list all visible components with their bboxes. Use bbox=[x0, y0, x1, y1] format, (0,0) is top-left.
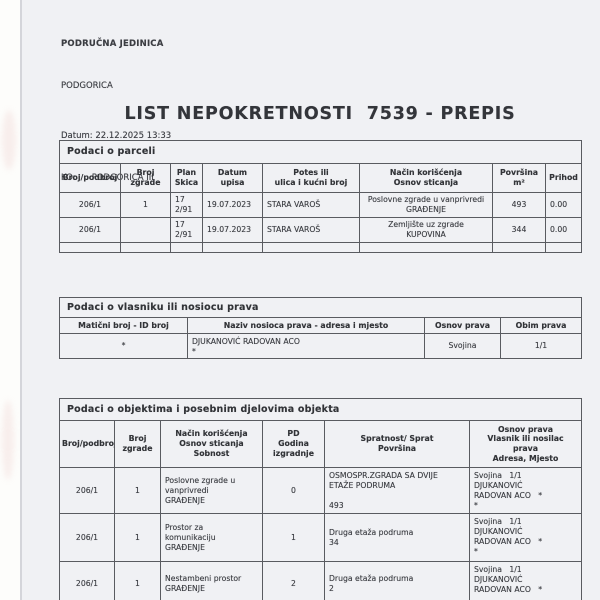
cell-empty bbox=[262, 242, 360, 253]
cell-potes: STARA VAROŠ bbox=[262, 217, 360, 243]
objects-table: Podaci o objektima i posebnim djelovima … bbox=[58, 398, 583, 600]
date-line: Datum: 22.12.2025 13:33 bbox=[61, 131, 172, 141]
cell-broj-podbroj: 206/1 bbox=[59, 192, 121, 218]
parcels-col-nacin-koriscenja: Način korišćenja Osnov sticanja bbox=[359, 163, 493, 193]
cell-maticni-broj: * bbox=[59, 333, 188, 360]
owners-col-obim-prava: Obim prava bbox=[499, 317, 583, 335]
object-row: 206/1 1 Poslovne zgrade u vanprivredi GR… bbox=[59, 467, 583, 514]
objects-col-nacin-koriscenja: Način korišćenja Osnov sticanja Sobnost bbox=[160, 420, 263, 468]
cell-broj-podbroj: 206/1 bbox=[59, 513, 115, 562]
parcels-col-broj-podbroj: Broj/podbroj bbox=[59, 163, 121, 193]
cell-obim-prava: 1/1 bbox=[499, 333, 583, 360]
cell-broj-zgrade bbox=[120, 217, 171, 243]
cell-broj-zgrade: 1 bbox=[114, 467, 161, 514]
owners-col-naziv-nosioca: Naziv nosioca prava - adresa i mjesto bbox=[187, 317, 425, 335]
cell-empty bbox=[59, 242, 121, 253]
cell-osnov-prava: Svojina 1/1 DJUKANOVIĆ RADOVAN ACO * * bbox=[468, 513, 583, 562]
cell-broj-zgrade: 1 bbox=[120, 192, 171, 218]
cell-nacin-koriscenja: Prostor za komunikaciju GRAĐENJE bbox=[160, 513, 263, 562]
cell-empty bbox=[202, 242, 263, 253]
cell-povrsina: 493 bbox=[492, 192, 546, 218]
cell-prihod: 0.00 bbox=[544, 217, 583, 243]
document-title: LIST NEPOKRETNOSTI 7539 - PREPIS bbox=[124, 104, 516, 124]
cell-datum-upisa: 19.07.2023 bbox=[202, 192, 263, 218]
cell-plan-skica: 17 2/91 bbox=[170, 217, 203, 243]
parcel-row: 206/1 1 17 2/91 19.07.2023 STARA VAROŠ P… bbox=[59, 192, 583, 218]
scan-artifact bbox=[2, 110, 16, 170]
cell-osnov-prava: Svojina bbox=[424, 333, 501, 360]
cell-osnov-prava: Svojina 1/1 DJUKANOVIĆ RADOVAN ACO * * bbox=[468, 467, 583, 514]
cell-empty bbox=[359, 242, 493, 253]
parcels-col-broj-zgrade: Broj zgrade bbox=[120, 163, 171, 193]
parcels-table: Podaci o parceli Broj/podbroj Broj zgrad… bbox=[58, 140, 583, 253]
cell-pd-godina: 1 bbox=[262, 513, 325, 562]
cell-pd-godina: 0 bbox=[262, 467, 325, 514]
objects-col-spratnost: Spratnost/ Sprat Površina bbox=[324, 420, 470, 468]
parcels-col-povrsina: Površina m² bbox=[492, 163, 546, 193]
object-row: 206/1 1 Nestambeni prostor GRAĐENJE 2 Dr… bbox=[59, 561, 583, 600]
cell-empty bbox=[492, 242, 546, 253]
cell-empty bbox=[170, 242, 203, 253]
parcels-col-datum-upisa: Datum upisa bbox=[202, 163, 263, 193]
parcel-row: 206/1 17 2/91 19.07.2023 STARA VAROŠ Zem… bbox=[59, 217, 583, 243]
scan-artifact bbox=[2, 400, 14, 480]
parcel-row-empty bbox=[59, 242, 583, 253]
cell-naziv-nosioca: DJUKANOVIĆ RADOVAN ACO * bbox=[187, 333, 425, 360]
scanned-document-page: PODRUČNA JEDINICA PODGORICA Datum: 22.12… bbox=[20, 0, 600, 600]
objects-col-broj-zgrade: Broj zgrade bbox=[114, 420, 161, 468]
cell-nacin-koriscenja: Zemljište uz zgrade KUPOVINA bbox=[359, 217, 493, 243]
owners-col-maticni-broj: Matični broj - ID broj bbox=[59, 317, 188, 335]
cell-plan-skica: 17 2/91 bbox=[170, 192, 203, 218]
owners-col-osnov-prava: Osnov prava bbox=[424, 317, 501, 335]
parcels-col-prihod: Prihod bbox=[544, 163, 583, 193]
cell-prihod: 0.00 bbox=[544, 192, 583, 218]
cell-broj-podbroj: 206/1 bbox=[59, 561, 115, 600]
parcels-section-title: Podaci o parceli bbox=[58, 140, 583, 164]
cell-datum-upisa: 19.07.2023 bbox=[202, 217, 263, 243]
cell-broj-zgrade: 1 bbox=[114, 561, 161, 600]
cell-pd-godina: 2 bbox=[262, 561, 325, 600]
object-row: 206/1 1 Prostor za komunikaciju GRAĐENJE… bbox=[59, 513, 583, 562]
cell-spratnost: OSMOSPR.ZGRADA SA DVIJE ETAŽE PODRUMA 49… bbox=[324, 467, 470, 514]
cell-povrsina: 344 bbox=[492, 217, 546, 243]
objects-col-osnov-prava: Osnov prava Vlasnik ili nosilac prava Ad… bbox=[468, 420, 583, 468]
cell-spratnost: Druga etaža podruma 2 bbox=[324, 561, 470, 600]
cell-broj-podbroj: 206/1 bbox=[59, 217, 121, 243]
objects-col-broj-podbroj: Broj/podbroj bbox=[59, 420, 115, 468]
cell-empty bbox=[544, 242, 583, 253]
cell-spratnost: Druga etaža podruma 34 bbox=[324, 513, 470, 562]
cell-nacin-koriscenja: Poslovne zgrade u vanprivredi GRAĐENJE bbox=[359, 192, 493, 218]
parcels-col-potes: Potes ili ulica i kućni broj bbox=[262, 163, 360, 193]
owners-section-title: Podaci o vlasniku ili nosiocu prava bbox=[58, 296, 583, 319]
objects-col-pd-godina: PD Godina izgradnje bbox=[262, 420, 325, 468]
cell-broj-podbroj: 206/1 bbox=[59, 467, 115, 514]
parcels-col-plan-skica: Plan Skica bbox=[170, 163, 203, 193]
cell-potes: STARA VAROŠ bbox=[262, 192, 360, 218]
cell-nacin-koriscenja: Nestambeni prostor GRAĐENJE bbox=[160, 561, 263, 600]
branch-unit-city: PODGORICA bbox=[61, 81, 113, 91]
objects-section-title: Podaci o objektima i posebnim djelovima … bbox=[58, 398, 583, 421]
owner-row: * DJUKANOVIĆ RADOVAN ACO * Svojina 1/1 bbox=[59, 333, 583, 360]
cell-nacin-koriscenja: Poslovne zgrade u vanprivredi GRAĐENJE bbox=[160, 467, 263, 514]
branch-unit-label: PODRUČNA JEDINICA bbox=[61, 39, 164, 49]
owners-table: Podaci o vlasniku ili nosiocu prava Mati… bbox=[58, 296, 583, 360]
cell-empty bbox=[120, 242, 171, 253]
cell-broj-zgrade: 1 bbox=[114, 513, 161, 562]
cell-osnov-prava: Svojina 1/1 DJUKANOVIĆ RADOVAN ACO * bbox=[468, 561, 583, 600]
